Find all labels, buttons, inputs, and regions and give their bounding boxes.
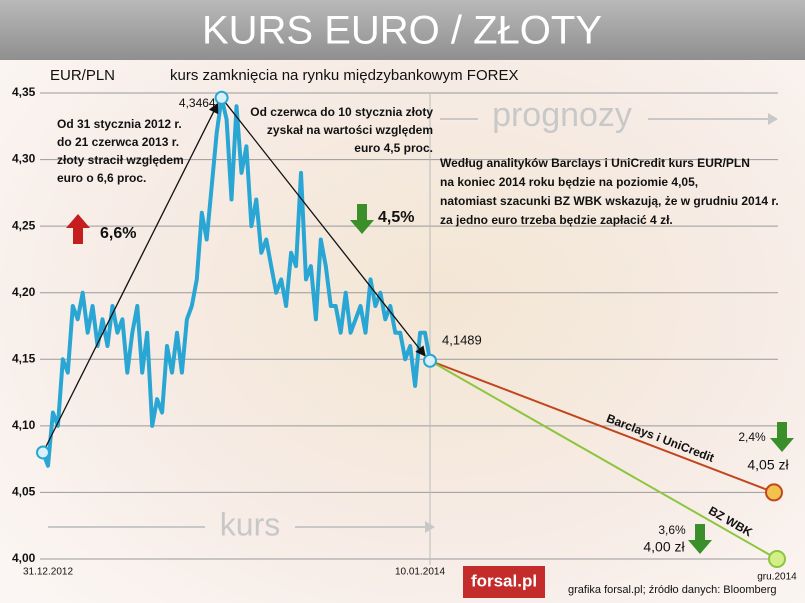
key-point: [36, 445, 50, 460]
forecast-point: [768, 550, 786, 568]
note: euro o 6,6 proc.: [57, 171, 146, 185]
note: Od czerwca do 10 stycznia złoty: [250, 105, 433, 119]
history-arrowhead: [425, 521, 435, 533]
note: złoty stracił względem: [57, 153, 184, 167]
change-label: 3,6%: [658, 523, 686, 537]
down-arrow: [688, 524, 712, 554]
y-tick-label: 4,05: [12, 485, 36, 499]
y-axis-label: EUR/PLN: [50, 67, 115, 84]
logo-box: [463, 566, 545, 598]
y-tick-label: 4,35: [12, 85, 36, 99]
note: natomiast szacunki BZ WBK wskazują, że w…: [440, 194, 779, 208]
value-label: 4,3464: [179, 96, 216, 110]
y-tick-label: 4,00: [12, 551, 36, 565]
forecast-line: [429, 359, 775, 494]
forecast-arrowhead: [768, 113, 778, 125]
note: zyskał na wartości względem: [267, 123, 433, 137]
x-tick-label: 31.12.2012: [23, 567, 73, 578]
down-arrow: [350, 204, 374, 234]
note: za jedno euro trzeba będzie zapłacić 4 z…: [440, 213, 673, 227]
up-arrow: [66, 214, 90, 244]
price-line: [41, 95, 432, 468]
forecast-point: [765, 483, 783, 502]
y-tick-label: 4,10: [12, 418, 36, 432]
trend-arrow: [42, 102, 219, 453]
change-label: 2,4%: [738, 430, 766, 444]
chart-title: KURS EURO / ZŁOTY: [202, 9, 602, 53]
down-arrow: [770, 422, 794, 452]
note: na koniec 2014 roku będzie na poziomie 4…: [440, 175, 698, 189]
note: Według analityków Barclays i UniCredit k…: [440, 156, 750, 170]
y-tick-label: 4,30: [12, 152, 36, 166]
x-tick-label: 10.01.2014: [395, 567, 445, 578]
value-label: 4,1489: [442, 332, 482, 347]
note: Od 31 stycznia 2012 r.: [57, 117, 182, 131]
y-tick-label: 4,20: [12, 285, 36, 299]
logo: forsal.pl: [471, 571, 537, 590]
change-label: 6,6%: [100, 225, 136, 242]
subtitle: kurs zamknięcia na rynku międzybankowym …: [170, 67, 518, 84]
key-point: [214, 90, 229, 105]
key-point: [423, 353, 437, 368]
note: euro 4,5 proc.: [354, 141, 433, 155]
trend-arrow: [221, 97, 426, 357]
history-label: kurs: [220, 506, 280, 542]
source: grafika forsal.pl; źródło danych: Bloomb…: [568, 584, 777, 596]
value-label: 4,00 zł: [643, 539, 685, 555]
value-label: 4,05 zł: [747, 457, 789, 473]
note: do 21 czerwca 2013 r.: [57, 135, 179, 149]
forecast-label: prognozy: [492, 96, 632, 134]
title-banner: [0, 0, 805, 60]
x-tick-label: gru.2014: [757, 572, 797, 583]
y-tick-label: 4,15: [12, 351, 36, 365]
change-label: 4,5%: [378, 209, 414, 226]
y-tick-label: 4,25: [12, 218, 36, 232]
forecast-line: [429, 359, 778, 560]
